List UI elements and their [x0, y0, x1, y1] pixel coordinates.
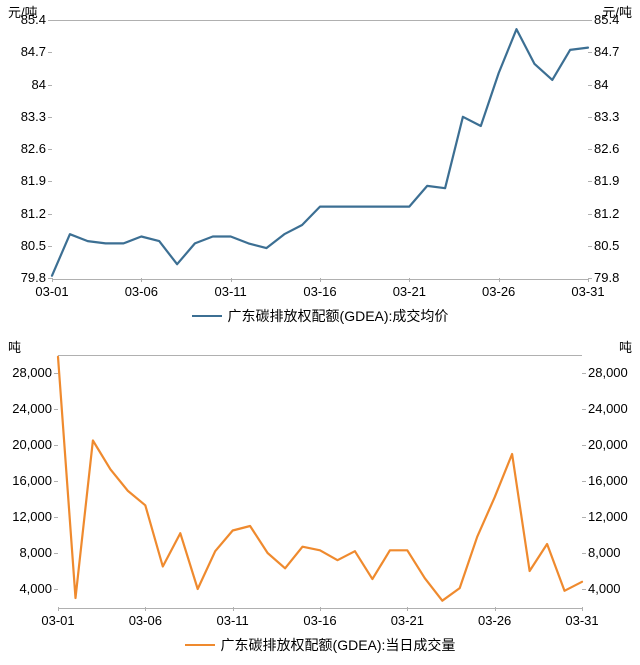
- legend-swatch: [185, 644, 215, 646]
- legend-label: 广东碳排放权配额(GDEA):成交均价: [228, 306, 449, 326]
- price_chart: 元/吨元/吨79.879.880.580.581.281.281.981.982…: [0, 0, 640, 335]
- price_chart-series-line: [52, 29, 588, 276]
- legend-swatch: [192, 315, 222, 317]
- volume_chart-legend: 广东碳排放权配额(GDEA):当日成交量: [0, 635, 640, 655]
- volume_chart-series-line: [58, 357, 582, 601]
- price_chart-legend: 广东碳排放权配额(GDEA):成交均价: [0, 306, 640, 326]
- legend-label: 广东碳排放权配额(GDEA):当日成交量: [221, 635, 456, 655]
- volume_chart: 吨吨4,0004,0008,0008,00012,00012,00016,000…: [0, 335, 640, 665]
- price_chart-svg: [0, 0, 640, 335]
- volume_chart-svg: [0, 335, 640, 665]
